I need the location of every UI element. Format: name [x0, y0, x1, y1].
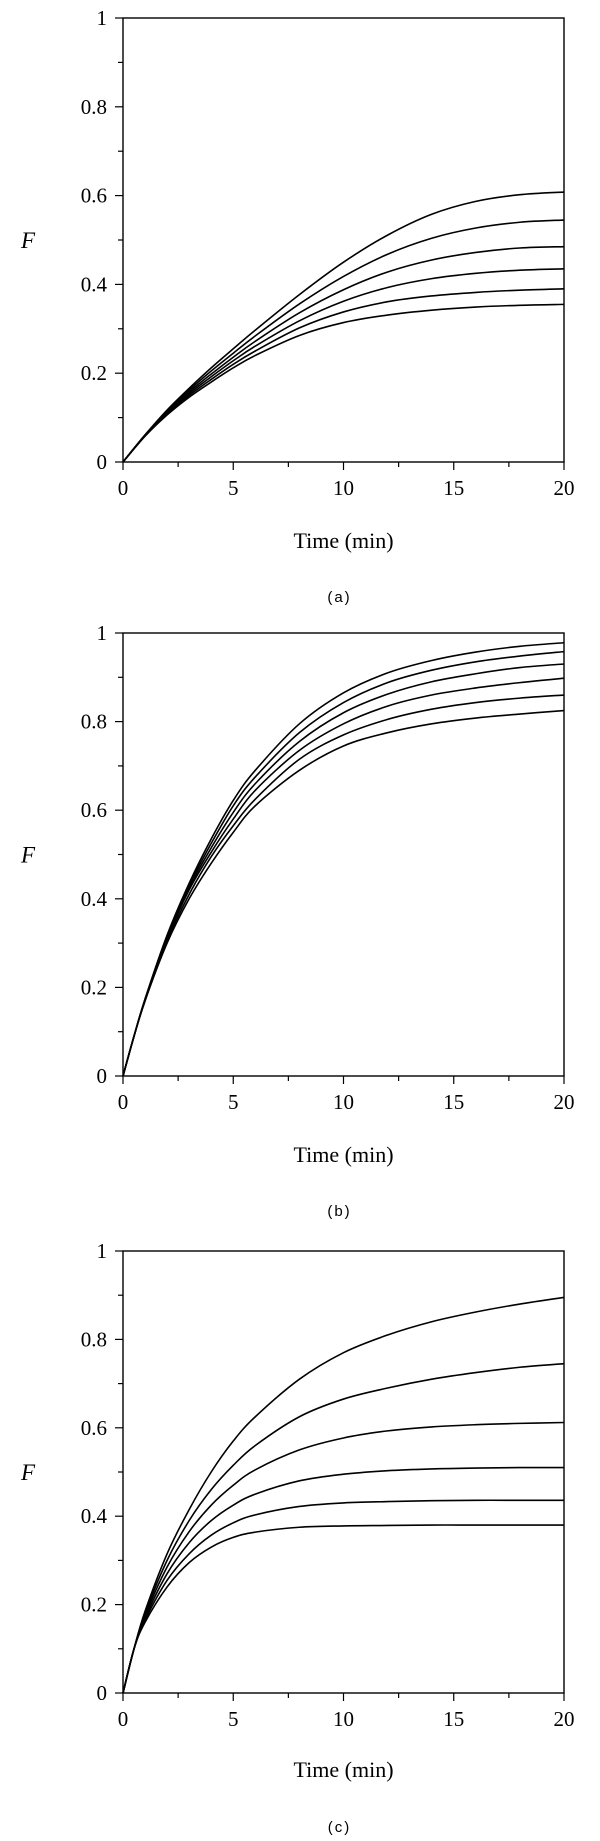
y-tick-label: 0: [97, 450, 108, 474]
panel-caption: (c): [328, 1819, 352, 1836]
y-tick-label: 0.4: [81, 272, 108, 296]
series-line-3: [122, 268, 565, 463]
series-line-5: [122, 1362, 565, 1694]
x-tick-label: 0: [118, 1090, 129, 1114]
y-tick-label: 0.6: [81, 1416, 107, 1440]
series-line-2: [122, 1499, 564, 1694]
x-tick-label: 15: [443, 1707, 464, 1731]
y-axis-label: F: [20, 1460, 36, 1485]
x-tick-label: 5: [228, 1090, 239, 1114]
series-line-6: [122, 191, 565, 463]
series-line-4: [122, 663, 565, 1077]
x-tick-label: 5: [228, 1707, 239, 1731]
x-tick-label: 10: [333, 1707, 354, 1731]
x-tick-label: 20: [554, 1090, 575, 1114]
y-tick-label: 0.2: [81, 361, 107, 385]
plot-frame: [122, 1250, 565, 1694]
y-tick-label: 1: [97, 621, 108, 645]
x-tick-label: 5: [228, 476, 239, 500]
x-tick-label: 10: [333, 476, 354, 500]
series-line-3: [122, 1466, 565, 1694]
y-tick-label: 0.4: [81, 1504, 108, 1528]
series-line-2: [122, 288, 565, 463]
x-axis-label: Time (min): [293, 1142, 393, 1167]
series-line-6: [122, 641, 565, 1077]
series-line-1: [122, 303, 565, 463]
y-tick-label: 0.4: [81, 887, 108, 911]
x-tick-label: 15: [443, 1090, 464, 1114]
y-tick-label: 1: [97, 6, 108, 30]
y-tick-label: 0: [97, 1681, 108, 1705]
x-tick-label: 0: [118, 1707, 129, 1731]
y-tick-label: 0.2: [81, 975, 107, 999]
series-line-4: [122, 1421, 565, 1694]
x-tick-label: 15: [443, 476, 464, 500]
x-axis-label: Time (min): [293, 1757, 393, 1782]
y-tick-label: 0.8: [81, 710, 107, 734]
panel-caption: (b): [327, 1203, 351, 1220]
y-tick-label: 0.6: [81, 798, 107, 822]
y-tick-label: 0.8: [81, 1327, 107, 1351]
y-tick-label: 0.8: [81, 95, 107, 119]
series-line-3: [122, 677, 565, 1077]
y-tick-label: 1: [97, 1239, 108, 1263]
y-tick-label: 0: [97, 1064, 108, 1088]
series-line-1: [122, 1524, 564, 1694]
panel-caption: (a): [327, 589, 351, 606]
y-axis-label: F: [20, 228, 36, 253]
series-line-6: [122, 1296, 565, 1694]
x-tick-label: 0: [118, 476, 129, 500]
x-tick-label: 20: [554, 476, 575, 500]
series-line-5: [122, 219, 565, 463]
y-axis-label: F: [20, 843, 36, 868]
y-tick-label: 0.6: [81, 184, 107, 208]
y-tick-label: 0.2: [81, 1593, 107, 1617]
x-tick-label: 10: [333, 1090, 354, 1114]
series-line-4: [122, 245, 565, 463]
x-axis-label: Time (min): [293, 528, 393, 553]
x-tick-label: 20: [554, 1707, 575, 1731]
